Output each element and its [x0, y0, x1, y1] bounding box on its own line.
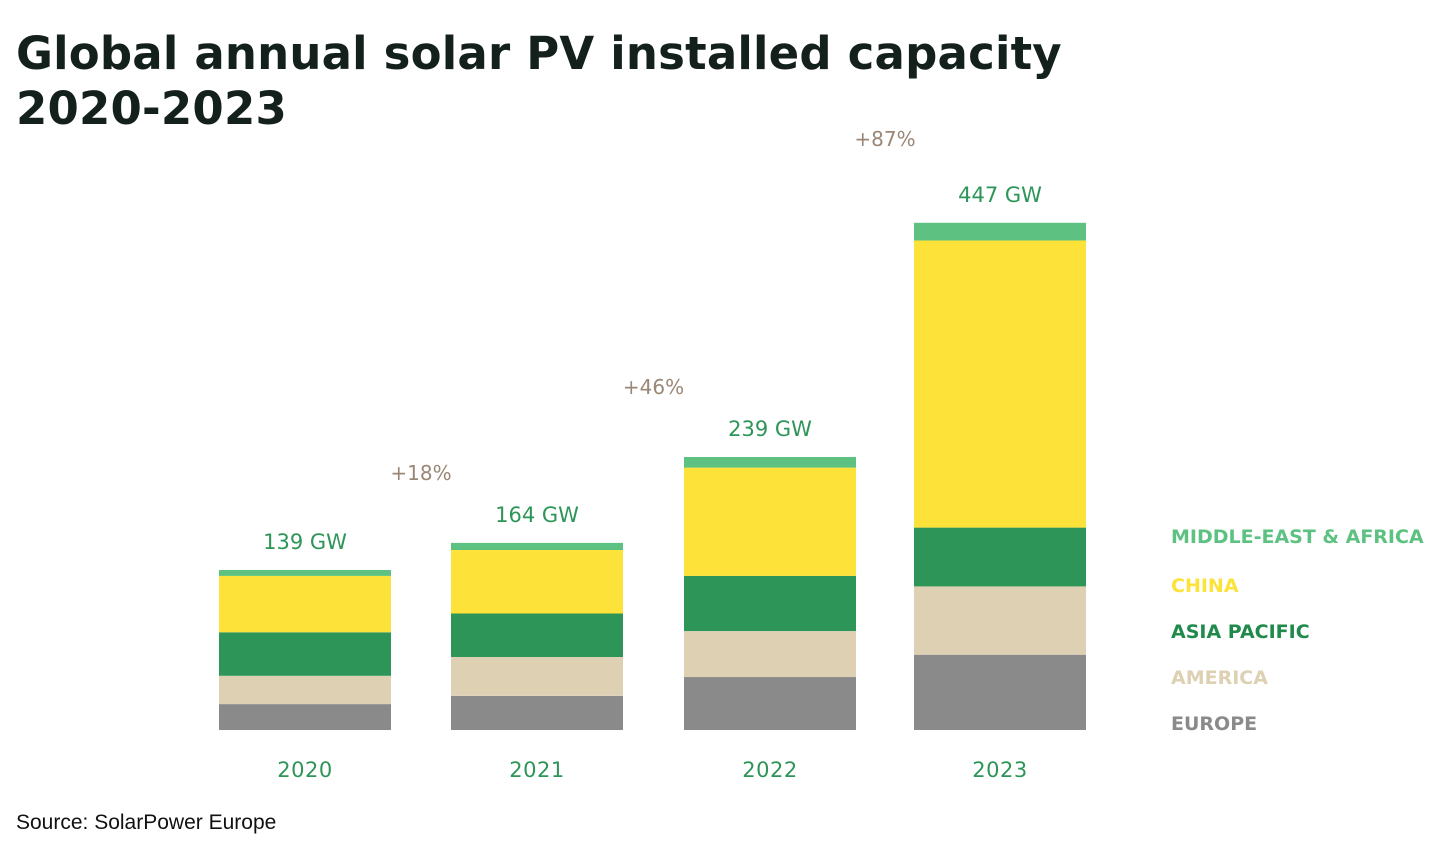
bar-segment-america-2020: [219, 675, 391, 705]
bar-segment-asia-pacific-2023: [914, 527, 1086, 587]
bar-segment-asia-pacific-2022: [684, 575, 856, 632]
growth-label-2: +46%: [623, 375, 684, 399]
x-tick-label-2020: 2020: [277, 758, 332, 782]
source-note: Source: SolarPower Europe: [16, 811, 277, 834]
legend-item-china: CHINA: [1171, 575, 1239, 597]
total-label-2021: 164 GW: [495, 503, 579, 527]
bar-segment-europe-2022: [684, 677, 856, 730]
bar-segment-asia-pacific-2021: [451, 613, 623, 657]
bar-segment-china-2023: [914, 240, 1086, 528]
growth-label-1: +18%: [390, 461, 451, 485]
legend-item-asia-pacific: ASIA PACIFIC: [1171, 621, 1310, 643]
bar-segment-middle-east-and-africa-2021: [451, 542, 623, 550]
legend-item-middle-east-and-africa: MIDDLE-EAST & AFRICA: [1171, 526, 1424, 548]
bar-segment-america-2021: [451, 657, 623, 696]
growth-label-3: +87%: [854, 127, 915, 151]
total-label-2020: 139 GW: [263, 530, 347, 554]
bar-segment-america-2023: [914, 586, 1086, 655]
x-tick-label-2023: 2023: [972, 758, 1027, 782]
bar-segment-america-2022: [684, 631, 856, 678]
chart-title: Global annual solar PV installed capacit…: [16, 26, 1216, 136]
total-label-2023: 447 GW: [958, 183, 1042, 207]
bar-segment-asia-pacific-2020: [219, 632, 391, 676]
bar-segment-middle-east-and-africa-2023: [914, 222, 1086, 241]
bar-segment-china-2022: [684, 467, 856, 576]
bar-segment-china-2020: [219, 575, 391, 633]
bar-segment-middle-east-and-africa-2022: [684, 457, 856, 468]
chart-title-line-2: 2020-2023: [16, 82, 287, 135]
x-tick-label-2022: 2022: [742, 758, 797, 782]
bar-segment-europe-2020: [219, 704, 391, 730]
total-label-2022: 239 GW: [728, 417, 812, 441]
bar-segment-europe-2021: [451, 695, 623, 730]
bar-segment-china-2021: [451, 550, 623, 614]
bar-segment-europe-2023: [914, 654, 1086, 730]
bar-segment-middle-east-and-africa-2020: [219, 570, 391, 576]
legend-item-america: AMERICA: [1171, 667, 1268, 689]
legend-item-europe: EUROPE: [1171, 713, 1257, 735]
x-tick-label-2021: 2021: [509, 758, 564, 782]
chart-title-line-1: Global annual solar PV installed capacit…: [16, 27, 1062, 80]
